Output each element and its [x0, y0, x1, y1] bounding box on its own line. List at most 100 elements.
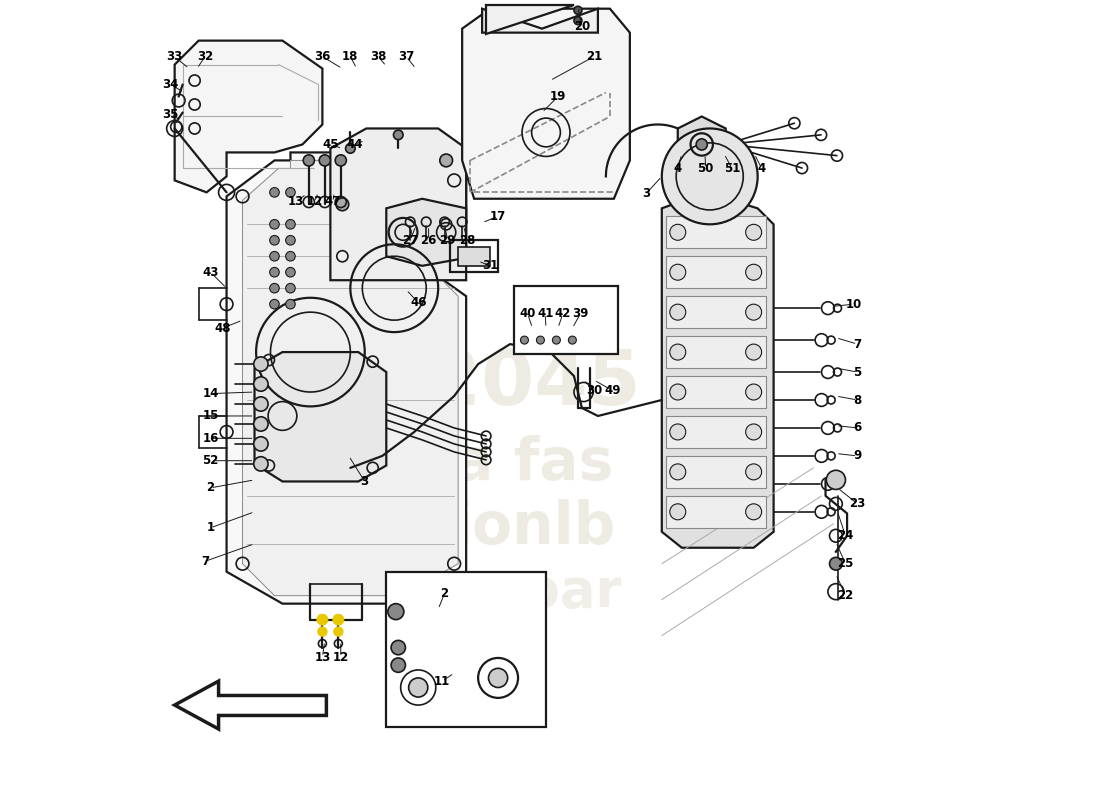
- Bar: [459, 246, 491, 266]
- Circle shape: [254, 397, 268, 411]
- Text: 32: 32: [197, 50, 213, 63]
- Text: r par: r par: [478, 566, 622, 618]
- Circle shape: [336, 198, 349, 210]
- Polygon shape: [386, 198, 466, 266]
- Polygon shape: [470, 639, 530, 719]
- Circle shape: [670, 304, 685, 320]
- Text: 24: 24: [837, 530, 854, 542]
- Text: 28: 28: [459, 234, 475, 246]
- Bar: [666, 256, 766, 288]
- Text: 20: 20: [574, 20, 590, 33]
- Circle shape: [304, 155, 315, 166]
- Circle shape: [318, 627, 327, 636]
- Circle shape: [333, 627, 343, 636]
- Circle shape: [319, 155, 330, 166]
- Circle shape: [286, 251, 295, 261]
- Text: 3: 3: [361, 475, 368, 488]
- Circle shape: [270, 187, 279, 197]
- Circle shape: [574, 6, 582, 14]
- Text: 29: 29: [440, 234, 456, 246]
- Circle shape: [440, 154, 452, 167]
- Circle shape: [746, 304, 761, 320]
- Text: 6: 6: [854, 422, 861, 434]
- Polygon shape: [175, 41, 322, 192]
- Circle shape: [286, 219, 295, 229]
- Circle shape: [270, 219, 279, 229]
- Circle shape: [826, 470, 846, 490]
- Text: 4: 4: [673, 162, 682, 175]
- Text: 19: 19: [550, 90, 566, 103]
- Circle shape: [317, 614, 328, 626]
- Circle shape: [392, 658, 406, 672]
- Circle shape: [408, 678, 428, 697]
- Text: 41: 41: [537, 307, 553, 320]
- Text: 48: 48: [214, 322, 231, 334]
- Polygon shape: [394, 631, 470, 719]
- Circle shape: [662, 129, 758, 224]
- Text: 36: 36: [315, 50, 331, 63]
- Text: 22: 22: [837, 589, 854, 602]
- Circle shape: [254, 457, 268, 471]
- Circle shape: [746, 264, 761, 280]
- Text: 15: 15: [202, 410, 219, 422]
- Circle shape: [746, 384, 761, 400]
- Circle shape: [670, 424, 685, 440]
- Circle shape: [270, 251, 279, 261]
- Bar: [666, 416, 766, 448]
- Polygon shape: [254, 352, 386, 482]
- Text: 38: 38: [370, 50, 386, 63]
- Text: 3: 3: [641, 187, 650, 201]
- Text: 35: 35: [163, 107, 179, 121]
- Circle shape: [286, 235, 295, 245]
- Polygon shape: [486, 5, 574, 34]
- Circle shape: [537, 336, 544, 344]
- Circle shape: [254, 437, 268, 451]
- Bar: [386, 572, 546, 727]
- Text: 9: 9: [854, 450, 861, 462]
- Polygon shape: [662, 192, 773, 548]
- Circle shape: [388, 604, 404, 620]
- Circle shape: [254, 357, 268, 371]
- Circle shape: [670, 504, 685, 520]
- Text: 7: 7: [201, 555, 209, 568]
- Text: 39: 39: [572, 307, 588, 320]
- Circle shape: [270, 267, 279, 277]
- Text: 45: 45: [322, 138, 339, 151]
- Text: 46: 46: [410, 296, 427, 309]
- Text: ionlb: ionlb: [452, 499, 616, 556]
- Circle shape: [670, 464, 685, 480]
- Text: 5: 5: [854, 366, 861, 378]
- Polygon shape: [678, 117, 726, 169]
- Text: 13: 13: [315, 650, 330, 664]
- Text: 11: 11: [434, 674, 450, 688]
- Text: 50: 50: [697, 162, 714, 175]
- Circle shape: [254, 417, 268, 431]
- Text: 16: 16: [202, 432, 219, 445]
- Circle shape: [670, 384, 685, 400]
- Circle shape: [746, 224, 761, 240]
- Bar: [666, 496, 766, 528]
- Circle shape: [746, 464, 761, 480]
- Circle shape: [254, 377, 268, 391]
- Circle shape: [392, 640, 406, 654]
- Circle shape: [394, 130, 403, 140]
- Text: 49: 49: [604, 384, 620, 397]
- Text: 7: 7: [854, 338, 861, 350]
- Text: 25: 25: [837, 558, 854, 570]
- Text: 13: 13: [288, 195, 305, 209]
- Text: 52: 52: [202, 454, 219, 467]
- Text: 2: 2: [207, 482, 215, 494]
- Bar: [450, 240, 498, 272]
- Text: 14: 14: [202, 387, 219, 400]
- Text: 18: 18: [342, 50, 359, 63]
- Circle shape: [670, 264, 685, 280]
- Text: 12: 12: [332, 650, 349, 664]
- Circle shape: [746, 344, 761, 360]
- Circle shape: [746, 504, 761, 520]
- Text: 37: 37: [398, 50, 415, 63]
- Polygon shape: [330, 129, 466, 280]
- Text: 1: 1: [207, 522, 215, 534]
- Text: 34: 34: [163, 78, 179, 91]
- Text: 27: 27: [403, 234, 418, 246]
- Text: 47: 47: [324, 195, 341, 209]
